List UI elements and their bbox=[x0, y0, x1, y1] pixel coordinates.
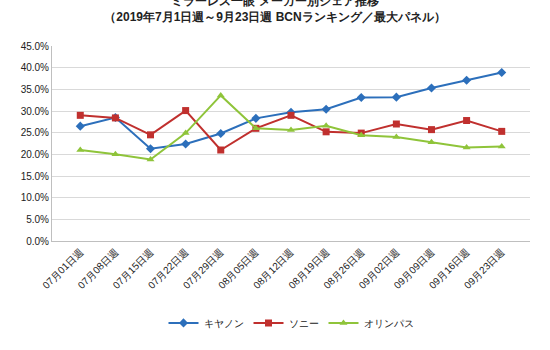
svg-text:5.0%: 5.0% bbox=[26, 214, 49, 225]
svg-text:09月23日週: 09月23日週 bbox=[462, 246, 507, 291]
svg-text:07月15日週: 07月15日週 bbox=[111, 246, 156, 291]
svg-text:15.0%: 15.0% bbox=[21, 171, 49, 182]
svg-text:40.0%: 40.0% bbox=[21, 62, 49, 73]
svg-text:0.0%: 0.0% bbox=[26, 236, 49, 247]
svg-text:20.0%: 20.0% bbox=[21, 149, 49, 160]
svg-text:09月16日週: 09月16日週 bbox=[427, 246, 472, 291]
svg-text:08月26日週: 08月26日週 bbox=[321, 246, 366, 291]
svg-text:オリンパス: オリンパス bbox=[364, 318, 414, 329]
svg-text:07月29日週: 07月29日週 bbox=[181, 246, 226, 291]
svg-text:09月09日週: 09月09日週 bbox=[392, 246, 437, 291]
svg-text:08月12日週: 08月12日週 bbox=[251, 246, 296, 291]
svg-text:25.0%: 25.0% bbox=[21, 127, 49, 138]
svg-text:07月22日週: 07月22日週 bbox=[146, 246, 191, 291]
svg-text:09月02日週: 09月02日週 bbox=[357, 246, 402, 291]
svg-text:10.0%: 10.0% bbox=[21, 192, 49, 203]
svg-text:08月05日週: 08月05日週 bbox=[216, 246, 261, 291]
svg-text:35.0%: 35.0% bbox=[21, 84, 49, 95]
svg-text:45.0%: 45.0% bbox=[21, 41, 49, 52]
svg-text:07月08日週: 07月08日週 bbox=[76, 246, 121, 291]
svg-text:30.0%: 30.0% bbox=[21, 106, 49, 117]
svg-text:キヤノン: キヤノン bbox=[204, 318, 244, 329]
svg-text:ミラーレス一眼 メーカー別シェア推移（2019年7月1日週～: ミラーレス一眼 メーカー別シェア推移（2019年7月1日週～9月23日週 BCN… bbox=[104, 0, 445, 24]
svg-text:ソニー: ソニー bbox=[289, 318, 319, 329]
svg-text:08月19日週: 08月19日週 bbox=[286, 246, 331, 291]
svg-text:07月01日週: 07月01日週 bbox=[41, 246, 86, 291]
